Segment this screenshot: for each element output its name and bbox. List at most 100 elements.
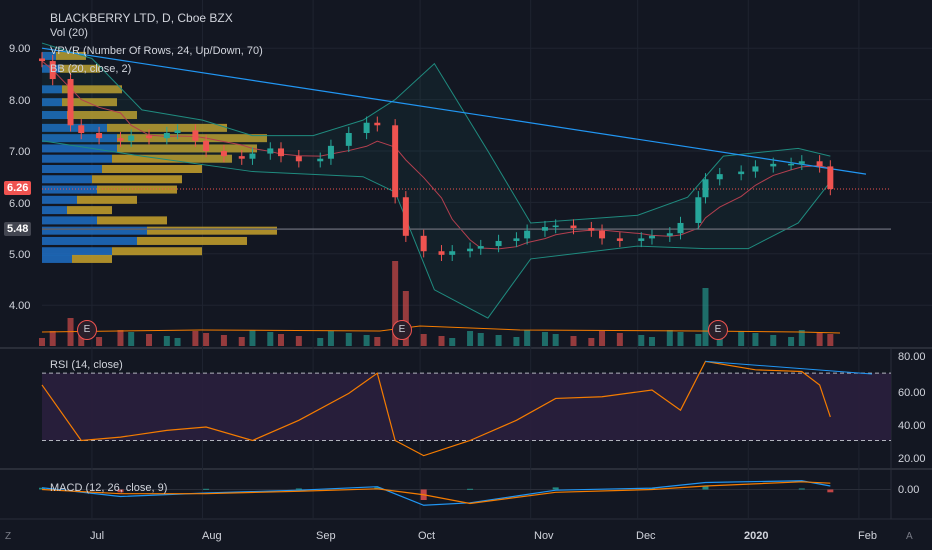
price-tick-9: 9.00: [9, 43, 31, 55]
volume-profile-down-16: [137, 236, 247, 245]
time-tick-aug: Aug: [202, 530, 222, 542]
rsi-line: [41, 360, 831, 457]
volume-profile-down-4: [67, 111, 137, 120]
candle-body-42: [677, 222, 684, 234]
volume-bar-36: [588, 338, 595, 346]
candle-body-26: [438, 251, 445, 255]
last-price-tag: 6.26: [4, 181, 32, 195]
earnings-marker-sep[interactable]: E: [392, 320, 412, 340]
bollinger-lower-band: [41, 140, 831, 319]
volume-bar-6: [128, 332, 135, 346]
volume-bar-33: [541, 332, 548, 346]
volume-profile-down-11: [97, 185, 177, 194]
candle-body-39: [638, 238, 645, 241]
volume-bar-43: [695, 334, 702, 346]
volume-bar-37: [599, 331, 606, 346]
volume-profile-up-7: [42, 144, 117, 153]
volume-bar-19: [327, 331, 334, 346]
volume-profile-up-11: [42, 185, 97, 194]
volume-profile-up-12: [42, 195, 77, 204]
volume-profile-up-16: [42, 236, 137, 245]
volume-profile-down-15: [147, 226, 277, 235]
candle-body-33: [541, 227, 548, 231]
volume-ma-line: [41, 325, 841, 334]
volume-bar-34: [552, 334, 559, 346]
price-tick-6: 6.00: [9, 198, 31, 210]
macd-histogram-bar-2: [203, 488, 210, 490]
macd-histogram-bar-9: [702, 486, 709, 490]
candle-body-40: [648, 235, 655, 239]
zoom-corner-label[interactable]: Z: [5, 531, 12, 542]
volume-bar-30: [495, 335, 502, 346]
candle-body-15: [267, 148, 274, 154]
candle-body-35: [570, 225, 577, 229]
volume-profile-up-8: [42, 154, 112, 163]
candle-body-9: [174, 130, 181, 134]
candle-body-10: [192, 130, 199, 141]
indicator-volume-label[interactable]: Vol (20): [50, 27, 88, 39]
volume-profile-down-14: [97, 216, 167, 225]
volume-bar-20: [345, 333, 352, 346]
candle-body-45: [716, 174, 723, 180]
volume-profile-up-2: [42, 85, 62, 94]
candle-body-16: [277, 148, 284, 157]
candle-body-17: [295, 156, 302, 162]
candle-body-5: [117, 138, 124, 141]
candle-body-2: [67, 79, 74, 126]
volume-profile-up-17: [42, 247, 112, 256]
poc-price-tag: 5.48: [4, 222, 32, 236]
volume-profile-down-18: [72, 254, 112, 263]
symbol-title: BLACKBERRY LTD, D, Cboe BZX: [50, 11, 233, 25]
volume-bar-21: [363, 335, 370, 346]
volume-bar-12: [220, 335, 227, 346]
candle-body-29: [477, 246, 484, 249]
macd-histogram-bar-10: [798, 488, 805, 490]
volume-bar-25: [420, 334, 427, 346]
candle-body-30: [495, 240, 502, 247]
volume-bar-13: [238, 337, 245, 346]
volume-bar-10: [192, 331, 199, 346]
volume-profile-up-14: [42, 216, 97, 225]
volume-bar-46: [738, 331, 745, 346]
bollinger-band-fill: [42, 43, 831, 319]
volume-bar-31: [513, 337, 520, 346]
volume-profile-up-5: [42, 123, 107, 132]
volume-profile-up-15: [42, 226, 147, 235]
macd-histogram-bar-0: [39, 487, 45, 490]
indicator-vpvr-label[interactable]: VPVR (Number Of Rows, 24, Up/Down, 70): [50, 45, 263, 57]
macd-histogram-bar-7: [552, 487, 559, 490]
volume-profile-up-18: [42, 254, 72, 263]
volume-profile-up-0: [42, 51, 56, 60]
macd-label[interactable]: MACD (12, 26, close, 9): [50, 482, 168, 494]
auto-scale-corner-label[interactable]: A: [906, 531, 913, 542]
candle-body-14: [249, 153, 256, 159]
volume-profile-up-4: [42, 111, 67, 120]
candle-body-32: [524, 230, 531, 239]
volume-bar-17: [295, 336, 302, 346]
volume-bar-23: [392, 261, 399, 346]
candle-body-8: [163, 133, 170, 139]
volume-profile-down-3: [62, 98, 117, 107]
candle-body-6: [128, 135, 135, 141]
candle-body-0: [39, 58, 45, 62]
rsi-label[interactable]: RSI (14, close): [50, 359, 123, 371]
time-tick-jul: Jul: [90, 530, 105, 542]
volume-bar-32: [524, 330, 531, 346]
volume-profile-down-1: [60, 64, 100, 73]
earnings-marker-dec[interactable]: E: [708, 320, 728, 340]
volume-bar-8: [163, 336, 170, 346]
earnings-marker-jun[interactable]: E: [77, 320, 97, 340]
price-tick-7: 7.00: [9, 146, 31, 158]
volume-bar-5: [117, 330, 124, 346]
time-tick-dec: Dec: [636, 530, 656, 542]
candle-body-25: [420, 235, 427, 252]
volume-profile-down-13: [67, 206, 112, 215]
volume-profile-down-8: [112, 154, 232, 163]
macd-series-line-1: [41, 481, 831, 505]
volume-bar-47: [752, 333, 759, 346]
indicator-bb-label[interactable]: BB (20, close, 2): [50, 63, 132, 75]
candle-body-48: [770, 163, 777, 167]
volume-profile-up-13: [42, 206, 67, 215]
volume-bar-9: [174, 338, 181, 346]
